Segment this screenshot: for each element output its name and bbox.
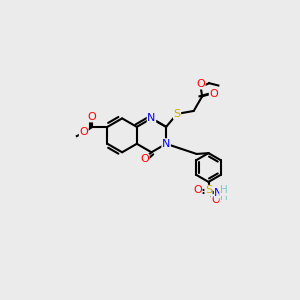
- Text: N: N: [214, 188, 223, 198]
- Text: H: H: [220, 185, 228, 195]
- Text: O: O: [140, 154, 149, 164]
- Text: O: O: [196, 79, 205, 89]
- Text: N: N: [162, 139, 170, 149]
- Text: O: O: [211, 195, 220, 205]
- Text: O: O: [193, 185, 202, 195]
- Text: O: O: [80, 127, 88, 137]
- Text: H: H: [220, 191, 228, 202]
- Text: O: O: [88, 112, 97, 122]
- Text: N: N: [147, 113, 156, 123]
- Text: S: S: [205, 185, 212, 195]
- Text: S: S: [173, 109, 181, 119]
- Text: O: O: [209, 89, 218, 99]
